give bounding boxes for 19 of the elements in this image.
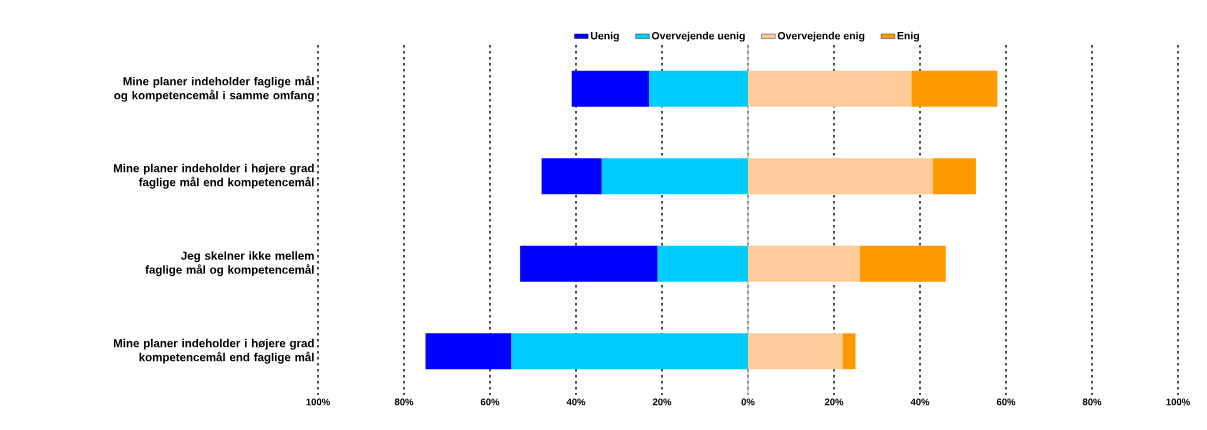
x-tick-label: 40% (566, 398, 586, 406)
x-tick-label: 80% (1082, 398, 1102, 406)
x-tick-label: 60% (480, 398, 500, 406)
x-tick-label: 100% (306, 398, 330, 406)
x-tick-label: 60% (996, 398, 1016, 406)
x-tick-label: 100% (1166, 398, 1190, 406)
x-tick-label: 20% (652, 398, 672, 406)
x-tick-label: 80% (394, 398, 414, 406)
y-tick-label: Mine planer indeholder faglige mål og kompetencemål i samme omfang (114, 75, 314, 102)
y-tick-label: Mine planer indeholder i højere grad faglige mål end kompetencemål (113, 163, 314, 189)
y-tick-label: Jeg skelner ikke mellem faglige mål og kompetencemål (145, 251, 314, 277)
legend-label: Uenig (590, 31, 619, 42)
legend-label: Overvejende uenig (651, 31, 745, 42)
legend-label: Overvejende enig (777, 31, 865, 42)
x-tick-label: 20% (824, 398, 844, 406)
legend-label: Enig (897, 31, 919, 42)
x-tick-label: 40% (910, 398, 930, 406)
x-tick-label: 0% (741, 398, 755, 406)
y-tick-label: Mine planer indeholder i højere grad kompetencemål end faglige mål (113, 338, 314, 364)
